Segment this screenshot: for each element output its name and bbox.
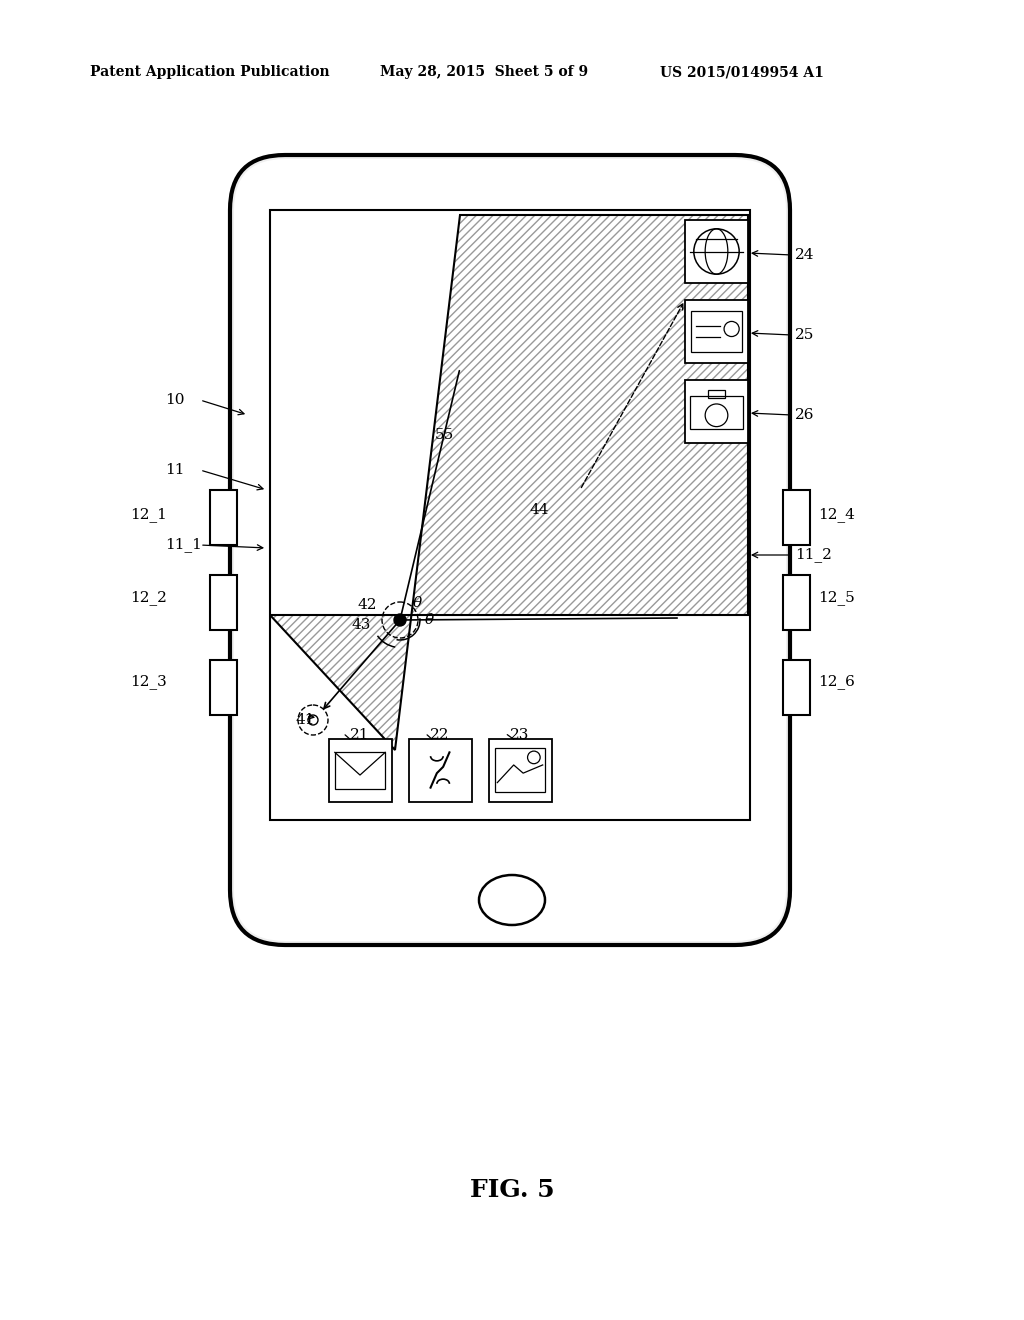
Text: 12_6: 12_6 — [818, 675, 855, 689]
Text: 25: 25 — [795, 327, 814, 342]
Bar — [708, 391, 725, 397]
Ellipse shape — [479, 875, 545, 925]
Text: 55: 55 — [435, 428, 455, 442]
Text: 42: 42 — [358, 598, 378, 612]
Bar — [329, 738, 391, 801]
Text: 21: 21 — [350, 729, 370, 742]
Bar — [783, 490, 810, 545]
Text: 10: 10 — [165, 393, 184, 407]
Circle shape — [394, 614, 406, 626]
Text: 12_4: 12_4 — [818, 508, 855, 523]
Bar — [690, 396, 743, 429]
Bar — [685, 380, 748, 444]
Text: 44: 44 — [530, 503, 550, 517]
Text: 12_2: 12_2 — [130, 590, 167, 606]
Text: 11_2: 11_2 — [795, 548, 831, 562]
Text: θ: θ — [413, 597, 422, 610]
Text: FIG. 5: FIG. 5 — [470, 1177, 554, 1203]
Bar — [335, 752, 385, 789]
Text: 24: 24 — [795, 248, 814, 261]
Text: US 2015/0149954 A1: US 2015/0149954 A1 — [660, 65, 824, 79]
Bar — [783, 660, 810, 715]
Text: May 28, 2015  Sheet 5 of 9: May 28, 2015 Sheet 5 of 9 — [380, 65, 588, 79]
Bar — [691, 312, 741, 352]
Text: 12_5: 12_5 — [818, 590, 855, 606]
Bar — [409, 738, 471, 801]
Text: 22: 22 — [430, 729, 450, 742]
Bar — [685, 220, 748, 282]
FancyBboxPatch shape — [230, 154, 790, 945]
Text: 11: 11 — [165, 463, 184, 477]
Text: 11_1: 11_1 — [165, 537, 202, 553]
Text: 12_3: 12_3 — [130, 675, 167, 689]
Bar — [495, 748, 545, 792]
Bar — [210, 490, 237, 545]
Bar — [783, 576, 810, 630]
Bar — [685, 300, 748, 363]
Bar — [210, 660, 237, 715]
Bar — [488, 738, 552, 801]
FancyBboxPatch shape — [234, 158, 786, 941]
Text: 41: 41 — [295, 713, 314, 727]
Bar — [270, 210, 750, 820]
Bar — [210, 576, 237, 630]
Text: 23: 23 — [510, 729, 529, 742]
Text: 12_1: 12_1 — [130, 508, 167, 523]
Text: 43: 43 — [352, 618, 372, 632]
Text: θ: θ — [425, 612, 434, 627]
Text: Patent Application Publication: Patent Application Publication — [90, 65, 330, 79]
Text: 26: 26 — [795, 408, 814, 422]
